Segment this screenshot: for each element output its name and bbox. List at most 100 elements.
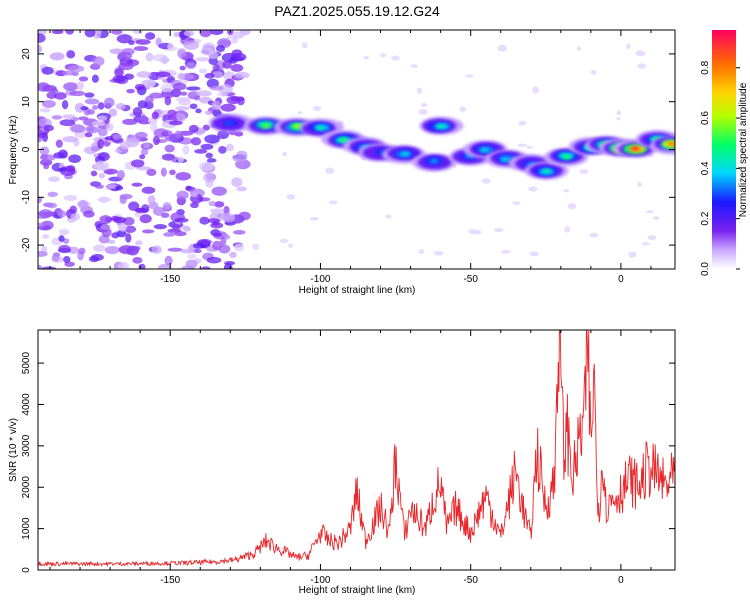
noise-blob	[48, 176, 60, 183]
noise-blob	[234, 131, 244, 137]
noise-blob	[115, 102, 126, 110]
noise-blob	[177, 72, 186, 80]
noise-blob	[209, 85, 224, 91]
noise-blob	[112, 75, 126, 83]
noise-blob	[91, 74, 99, 83]
noise-blob	[204, 134, 221, 144]
noise-blob	[224, 234, 231, 240]
y-tick-label: 5000	[21, 352, 32, 375]
snr-plot-area	[38, 330, 675, 570]
spectrogram-x-axis-label: Height of straight line (km)	[299, 285, 416, 296]
noise-blob	[252, 243, 260, 250]
noise-blob	[104, 136, 115, 141]
noise-blob	[108, 108, 118, 117]
noise-blob	[190, 202, 199, 209]
noise-blob	[206, 256, 222, 264]
noise-blob	[172, 82, 187, 91]
snr-panel: -150 -100 -50 0 0 1000 2000 3000 4000 5000 Heigh…	[8, 329, 676, 596]
noise-blob	[231, 177, 243, 187]
noise-blob	[641, 242, 650, 246]
noise-blob	[58, 167, 68, 172]
noise-blob	[212, 64, 220, 72]
noise-blob	[202, 42, 216, 52]
noise-blob	[141, 186, 156, 194]
noise-blob	[209, 208, 225, 214]
noise-blob	[189, 103, 198, 110]
noise-blob	[193, 95, 201, 101]
noise-blob	[213, 201, 225, 208]
noise-blob	[637, 63, 647, 70]
noise-blob	[97, 102, 105, 110]
noise-blob	[202, 124, 210, 131]
noise-blob	[141, 204, 150, 213]
noise-blob	[90, 253, 104, 261]
noise-blob	[526, 145, 534, 149]
noise-blob	[211, 186, 227, 196]
noise-blob	[579, 169, 589, 175]
noise-blob	[38, 264, 43, 269]
noise-blob	[616, 110, 622, 116]
noise-blob	[164, 255, 173, 266]
noise-blob	[233, 229, 246, 235]
noise-blob	[74, 102, 86, 113]
noise-blob	[225, 143, 234, 152]
x-tick-label: -100	[310, 575, 330, 586]
noise-blob	[168, 120, 183, 126]
noise-blob	[119, 141, 131, 150]
noise-blob	[163, 232, 176, 237]
noise-blob	[117, 51, 133, 60]
noise-blob	[226, 35, 242, 40]
noise-blob	[468, 229, 476, 234]
noise-blob	[38, 251, 48, 257]
noise-blob	[174, 217, 189, 223]
noise-blob	[145, 52, 154, 62]
noise-blob	[76, 81, 84, 91]
noise-blob	[39, 107, 51, 113]
noise-blob	[40, 154, 56, 161]
x-tick-label: -50	[463, 274, 478, 285]
noise-blob	[194, 148, 208, 154]
noise-blob	[517, 143, 527, 147]
noise-blob	[529, 251, 539, 257]
noise-blob	[59, 119, 76, 127]
noise-blob	[144, 32, 156, 40]
noise-blob	[173, 31, 180, 38]
noise-blob	[626, 43, 631, 50]
noise-blob	[143, 142, 150, 149]
noise-blob	[380, 52, 387, 58]
noise-blob	[58, 235, 65, 242]
noise-blob	[563, 189, 570, 193]
noise-blob	[97, 127, 108, 137]
noise-blob	[231, 49, 243, 57]
ridge-blob	[400, 151, 410, 156]
noise-blob	[63, 194, 78, 201]
noise-blob	[139, 114, 148, 124]
noise-blob	[125, 233, 132, 243]
noise-blob	[149, 122, 158, 132]
noise-blob	[187, 253, 197, 259]
noise-blob	[180, 248, 196, 254]
x-tick-label: 0	[618, 575, 624, 586]
noise-blob	[195, 108, 202, 114]
noise-blob	[199, 30, 212, 38]
noise-blob	[590, 69, 597, 75]
snr-x-axis-label: Height of straight line (km)	[299, 585, 416, 596]
noise-blob	[230, 64, 244, 72]
noise-blob	[226, 95, 241, 105]
noise-blob	[297, 111, 303, 115]
noise-blob	[174, 231, 187, 237]
noise-blob	[416, 87, 423, 95]
noise-blob	[218, 40, 231, 46]
noise-blob	[160, 83, 175, 94]
noise-blob	[209, 30, 224, 35]
noise-blob	[38, 196, 43, 204]
noise-blob	[153, 224, 167, 230]
noise-blob	[309, 217, 319, 221]
noise-blob	[39, 146, 50, 156]
noise-blob	[497, 44, 507, 52]
noise-blob	[119, 195, 127, 204]
noise-blob	[190, 137, 202, 146]
noise-blob	[84, 98, 100, 105]
snr-series-line	[38, 330, 675, 568]
